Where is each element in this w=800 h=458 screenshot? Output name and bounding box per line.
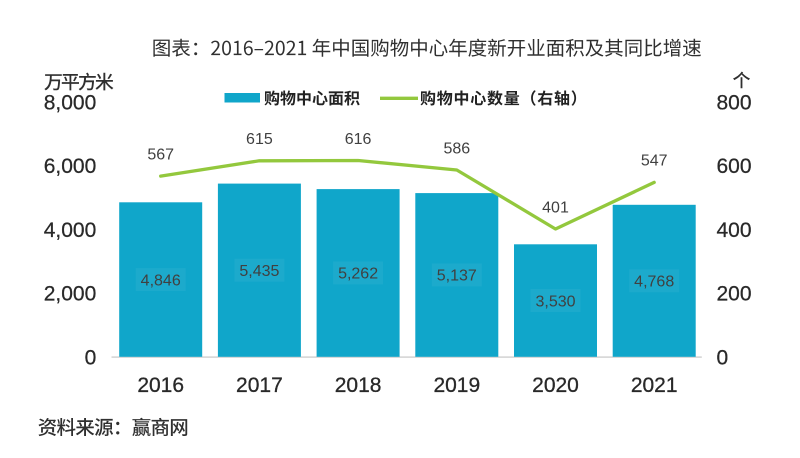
svg-text:401: 401 <box>542 199 569 216</box>
svg-text:2019: 2019 <box>433 374 480 397</box>
svg-text:2,000: 2,000 <box>44 283 97 306</box>
svg-text:200: 200 <box>717 283 752 306</box>
svg-text:4,000: 4,000 <box>44 219 97 242</box>
svg-text:547: 547 <box>641 153 668 170</box>
svg-text:4,768: 4,768 <box>634 274 674 291</box>
svg-text:5,137: 5,137 <box>437 268 477 285</box>
svg-text:4,846: 4,846 <box>141 272 181 289</box>
svg-text:2018: 2018 <box>335 374 382 397</box>
svg-text:2021: 2021 <box>631 374 678 397</box>
svg-text:2020: 2020 <box>532 374 579 397</box>
svg-text:3,530: 3,530 <box>535 293 575 310</box>
svg-text:615: 615 <box>246 131 273 148</box>
svg-text:2016: 2016 <box>137 374 184 397</box>
svg-text:800: 800 <box>717 91 752 114</box>
svg-text:0: 0 <box>85 346 97 369</box>
svg-text:2017: 2017 <box>236 374 283 397</box>
svg-text:0: 0 <box>717 346 729 369</box>
svg-text:6,000: 6,000 <box>44 155 97 178</box>
svg-text:616: 616 <box>345 131 372 148</box>
svg-text:8,000: 8,000 <box>44 91 97 114</box>
svg-text:567: 567 <box>147 146 174 163</box>
svg-text:5,262: 5,262 <box>338 266 378 283</box>
svg-text:600: 600 <box>717 155 752 178</box>
svg-text:5,435: 5,435 <box>239 263 279 280</box>
svg-text:400: 400 <box>717 219 752 242</box>
svg-text:586: 586 <box>443 140 470 157</box>
